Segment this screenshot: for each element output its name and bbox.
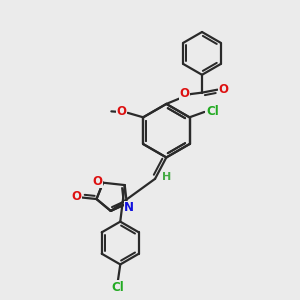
Text: O: O [218, 82, 228, 96]
Text: Cl: Cl [206, 105, 219, 118]
Text: Cl: Cl [111, 281, 124, 294]
Text: O: O [71, 190, 81, 203]
Text: H: H [162, 172, 171, 182]
Text: O: O [179, 87, 189, 100]
Text: N: N [124, 202, 134, 214]
Text: O: O [116, 105, 126, 118]
Text: O: O [92, 175, 102, 188]
